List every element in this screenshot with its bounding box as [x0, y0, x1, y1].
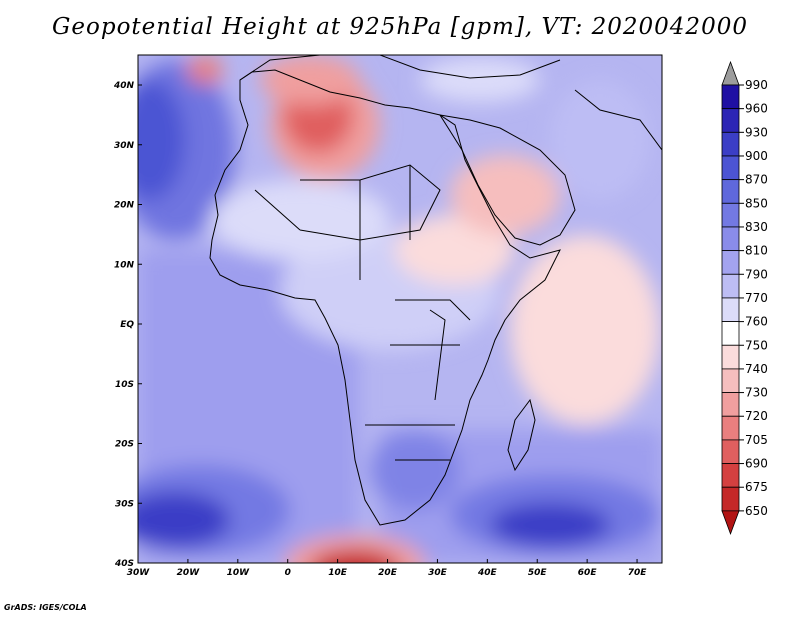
lon-tick-label: 70E — [628, 568, 648, 578]
colorbar-label: 810 — [745, 244, 768, 258]
axis-ticks: 30W 20W 10W 0 10E 20E 30E 40E 50E 60E 70E 40N 30N 20N… — [113, 81, 647, 578]
lon-tick-label: 20E — [378, 568, 398, 578]
lon-tick-label: 50E — [528, 568, 548, 578]
colorbar-box — [721, 463, 740, 488]
colorbar-box — [721, 297, 740, 323]
coastlines — [209, 55, 662, 526]
colorbar-box — [721, 439, 740, 464]
lat-tick-label: 30N — [114, 141, 135, 151]
grads-credit: GrADS: IGES/COLA — [4, 603, 87, 612]
colorbar-box — [721, 108, 740, 133]
lat-tick-label: 10S — [115, 380, 134, 390]
plot-frame — [137, 54, 663, 564]
colorbar-label: 730 — [745, 386, 768, 400]
colorbar-label: 790 — [745, 267, 768, 281]
colorbar-box — [721, 344, 740, 370]
lon-tick-label: 30E — [428, 568, 448, 578]
colorbar-label: 900 — [745, 149, 768, 163]
lat-tick-label: EQ — [120, 320, 134, 330]
colorbar-label: 650 — [745, 504, 768, 518]
lon-tick-label: 40E — [477, 568, 498, 578]
colorbar-label: 720 — [745, 409, 768, 423]
lon-tick-label: 20W — [177, 568, 201, 578]
lon-tick-label: 0 — [285, 568, 291, 578]
lat-tick-label: 40S — [114, 559, 134, 569]
lat-tick-label: 30S — [115, 499, 134, 509]
colorbar-box — [721, 131, 740, 157]
colorbar-box — [721, 179, 740, 204]
colorbar-box — [721, 226, 740, 252]
colorbar-label: 750 — [745, 338, 768, 352]
colorbar-box — [721, 392, 740, 417]
colorbar-label: 830 — [745, 220, 768, 234]
map-title: Geopotential Height at 925hPa [gpm], VT:… — [52, 14, 748, 40]
lat-tick-label: 10N — [114, 260, 135, 270]
colorbar-bottom-arrow — [721, 510, 740, 536]
colorbar-box — [721, 415, 740, 441]
colorbar-label: 675 — [745, 480, 768, 494]
colorbar-box — [721, 486, 740, 512]
lon-tick-label: 60E — [578, 568, 598, 578]
colorbar-label: 850 — [745, 196, 768, 210]
colorbar-box — [721, 250, 740, 275]
lon-tick-label: 10E — [328, 568, 348, 578]
colorbar-top-arrow — [721, 60, 740, 86]
colorbar-box — [721, 273, 740, 299]
height-field — [138, 55, 662, 563]
colorbar-label: 740 — [745, 362, 768, 376]
colorbar-box — [721, 155, 740, 181]
lat-tick-label: 40N — [113, 81, 135, 91]
lat-tick-label: 20N — [114, 201, 135, 211]
colorbar-label: 870 — [745, 173, 768, 187]
colorbar-label: 690 — [745, 457, 768, 471]
colorbar-box — [721, 84, 740, 110]
colorbar-box — [721, 321, 740, 346]
lat-tick-label: 20S — [115, 440, 134, 450]
lon-tick-label: 10W — [227, 568, 251, 578]
colorbar-label: 760 — [745, 315, 768, 329]
colorbar: 990 960 930 900 870 850 830 810 790 770 760 750 740 7… — [721, 60, 768, 536]
colorbar-label: 930 — [745, 125, 768, 139]
colorbar-label: 960 — [745, 102, 768, 116]
lon-tick-label: 30W — [127, 568, 151, 578]
colorbar-label: 990 — [745, 78, 768, 92]
colorbar-label: 705 — [745, 433, 768, 447]
colorbar-box — [721, 368, 740, 393]
colorbar-label: 770 — [745, 291, 768, 305]
colorbar-box — [721, 202, 740, 228]
